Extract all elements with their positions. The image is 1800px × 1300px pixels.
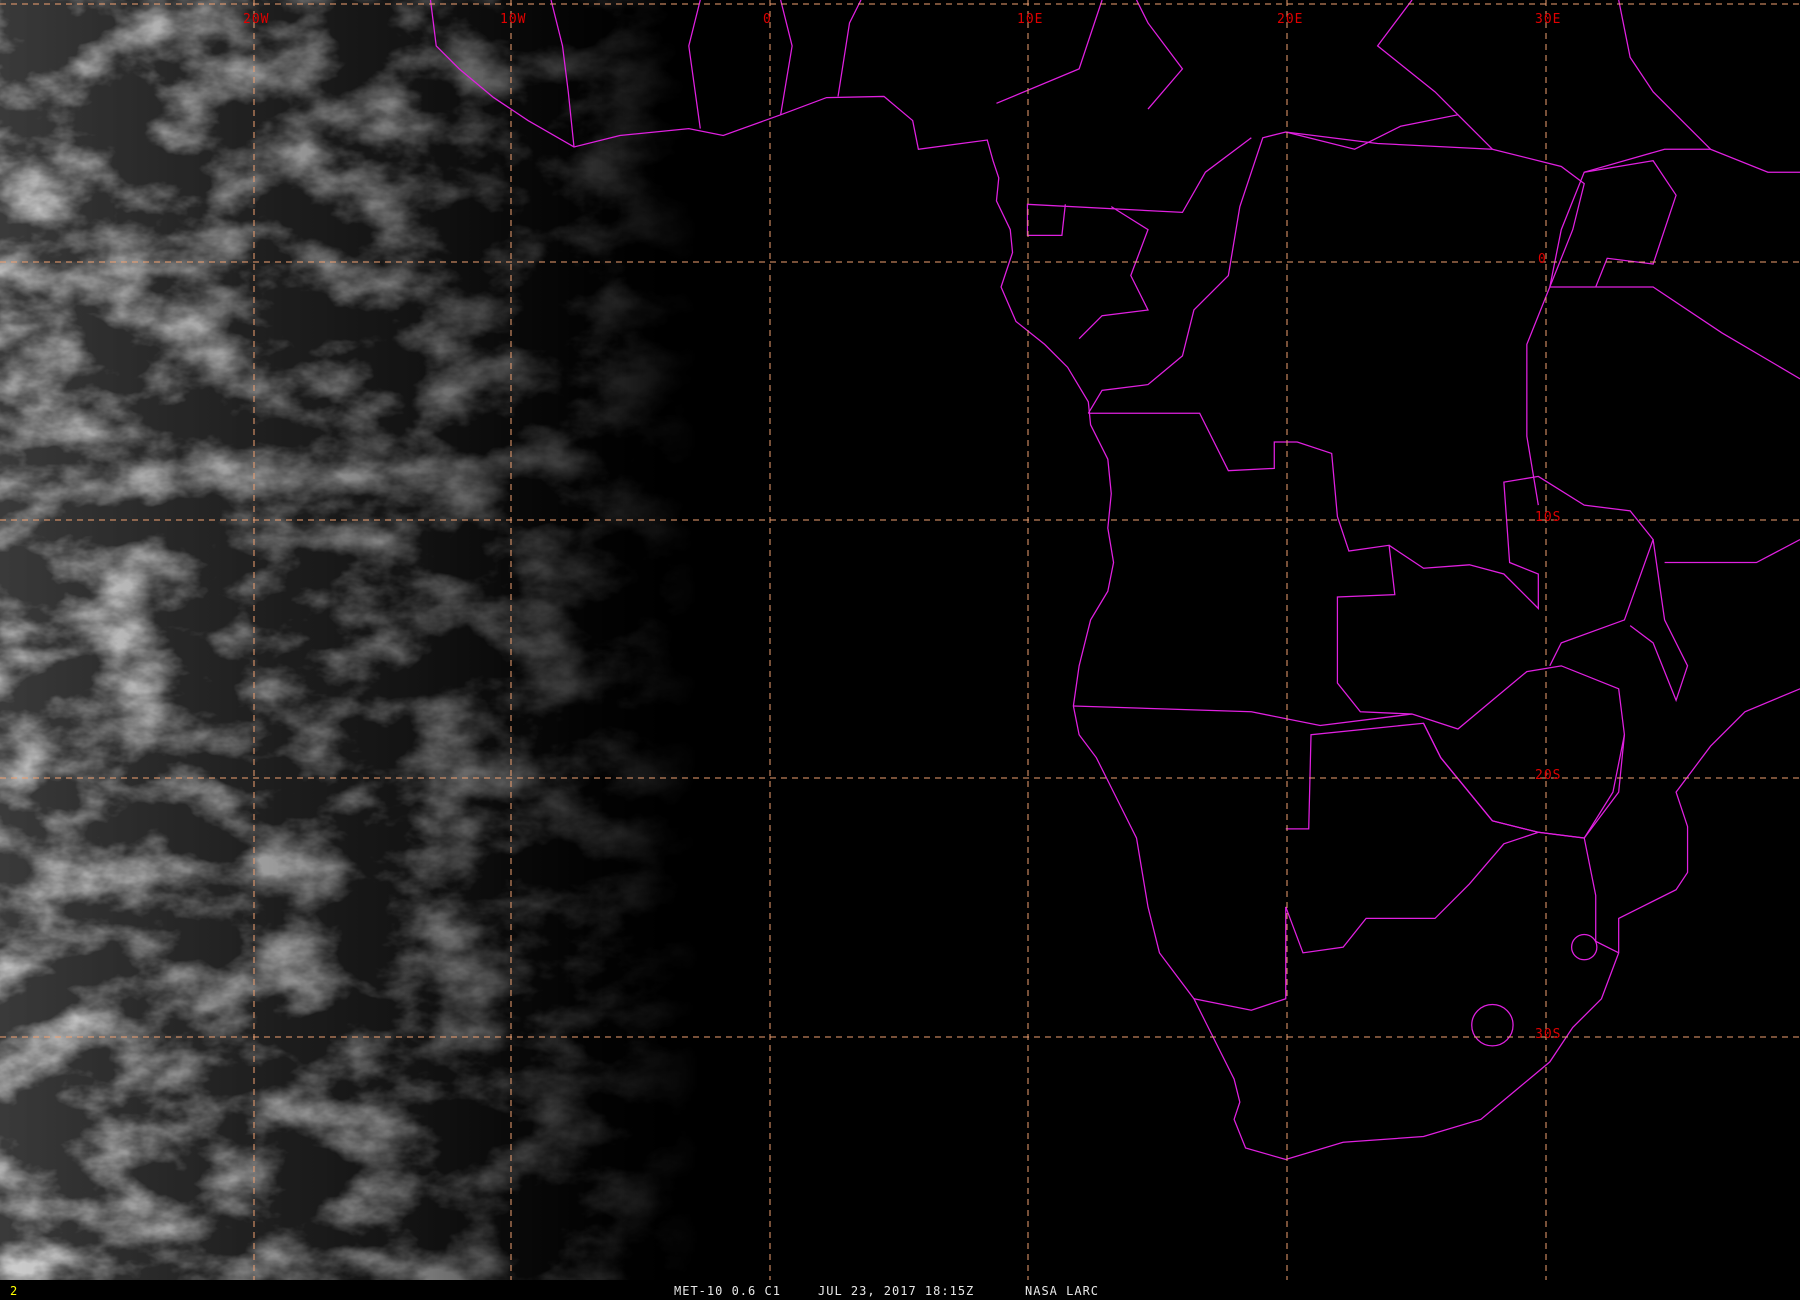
- border: [1376, 0, 1459, 116]
- border: [1583, 734, 1626, 839]
- lat-label-10s: 10S: [1535, 510, 1562, 525]
- border: [1629, 539, 1689, 703]
- border: [688, 0, 701, 129]
- border: [1388, 475, 1654, 667]
- lat-label-20s: 20S: [1535, 768, 1562, 783]
- eswatini-border: [1570, 933, 1598, 961]
- lon-label-30e: 30E: [1535, 12, 1562, 27]
- border: [1618, 0, 1711, 150]
- lat-label-30s: 30S: [1535, 1027, 1562, 1042]
- border: [1285, 114, 1493, 150]
- lesotho-border: [1471, 1003, 1514, 1047]
- lon-label-20e: 20E: [1277, 12, 1304, 27]
- border: [1664, 539, 1800, 564]
- lon-label-10w: 10W: [500, 12, 527, 27]
- cloud-field: [0, 0, 700, 1280]
- border: [1026, 137, 1252, 236]
- border: [550, 0, 575, 148]
- product-label: MET-10 0.6 C1: [674, 1284, 781, 1298]
- frame-number: 2: [10, 1284, 18, 1298]
- border: [996, 0, 1103, 104]
- lon-label-0: 0: [763, 12, 772, 27]
- border: [1285, 722, 1541, 954]
- africa-coastline: [429, 0, 1800, 1161]
- source-label: NASA LARC: [1025, 1284, 1100, 1298]
- lon-label-10e: 10E: [1017, 12, 1044, 27]
- border: [1135, 0, 1184, 110]
- border: [1538, 831, 1619, 954]
- lat-label-0: 0: [1538, 252, 1547, 267]
- border: [1088, 412, 1413, 715]
- border: [1193, 906, 1287, 1011]
- lon-label-20w: 20W: [243, 12, 270, 27]
- datetime-label: JUL 23, 2017 18:15Z: [818, 1284, 975, 1298]
- border: [837, 0, 862, 97]
- border: [1549, 160, 1677, 288]
- border: [780, 0, 793, 115]
- border: [1078, 206, 1149, 340]
